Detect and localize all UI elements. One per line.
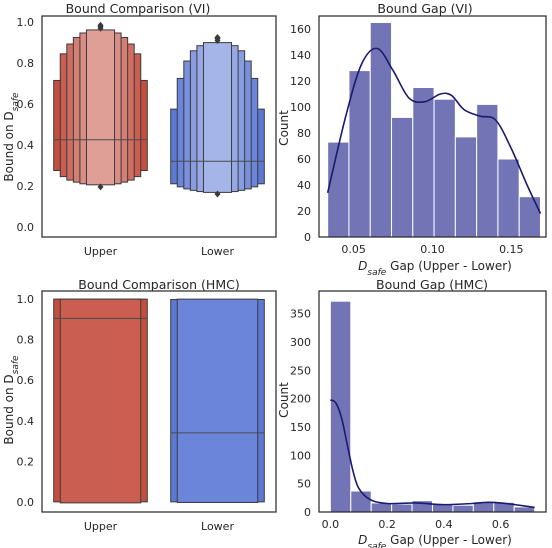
y-tick-label: 80 [297,127,311,140]
x-tick-label: Upper [84,520,118,533]
y-axis-label: Bound on Dsafe [2,355,21,445]
y-axis-label: Count [277,110,291,146]
histogram-bar [391,116,414,238]
y-tick-label: 140 [290,49,311,62]
panel-bound-comparison-hmc: Bound Comparison (HMC) Bound on Dsafe 0.… [2,277,277,533]
outlier-point [97,183,104,191]
y-axis-label-sub: safe [11,92,21,111]
y-tick-label: 200 [290,393,311,406]
y-tick-label: 0.2 [17,455,35,468]
y-tick-label: 0.6 [17,374,35,387]
x-tick-label: 0.15 [499,243,524,256]
y-tick-label: 1.0 [17,16,35,29]
outlier-point [214,33,221,41]
y-axis-label-main: Bound on D [2,374,16,444]
y-tick-label: 0 [304,231,311,244]
x-tick-label: 0.2 [378,518,396,531]
histogram-bar [433,98,456,238]
y-tick-label: 0.8 [17,334,35,347]
y-tick-label: 40 [297,179,311,192]
y-tick-label: 0.4 [17,139,35,152]
plot-frame [318,15,547,238]
y-tick-label: 0 [304,506,311,519]
y-tick-label: 120 [290,75,311,88]
y-tick-label: 160 [290,23,311,36]
y-tick-label: 300 [290,336,311,349]
boxen-box [85,29,116,186]
y-axis-label-main: Bound on D [2,111,16,181]
y-axis-label: Count [277,382,291,418]
boxen-box [202,42,233,193]
histogram-bar [476,103,499,238]
x-axis-label-rest: Gap (Upper - Lower) [386,533,512,547]
y-tick-label: 150 [290,421,311,434]
y-tick-label: 60 [297,153,311,166]
histogram-bar [454,136,478,238]
panel-bound-comparison-vi: Bound Comparison (VI) Bound on Dsafe 0.0… [2,1,277,258]
y-tick-label: 350 [290,308,311,321]
histogram-bar [329,300,352,513]
x-axis-label-sub: safe [367,542,386,548]
histogram-bar [497,158,520,238]
plot-frame [318,290,547,513]
panel-title: Bound Gap (HMC) [376,277,488,292]
y-tick-label: 20 [297,205,311,218]
histogram-bar [369,22,393,238]
panel-title: Bound Comparison (HMC) [78,277,239,292]
histogram-bar [452,504,474,513]
x-tick-label: 0.0 [322,518,340,531]
histogram-bar [327,141,350,238]
histogram-bar [348,70,371,238]
histogram-bar [391,503,413,513]
x-tick-label: 0.10 [420,243,445,256]
plot-frame [41,290,277,513]
y-tick-label: 0.0 [17,496,35,509]
x-tick-label: 0.05 [341,243,366,256]
y-tick-label: 0.2 [17,180,35,193]
outlier-point [97,21,104,29]
y-tick-label: 250 [290,364,311,377]
plot-frame [41,15,277,238]
boxen-box [176,298,259,503]
y-axis-label-sub: safe [11,355,21,374]
panel-title: Bound Gap (VI) [377,1,472,16]
x-tick-label: 0.6 [492,518,510,531]
y-tick-label: 100 [290,101,311,114]
y-tick-label: 0.0 [17,221,35,234]
panel-bound-gap-vi: Bound Gap (VI) Count Dsafe Gap (Upper - … [277,1,547,278]
x-tick-label: Upper [84,245,118,258]
y-axis-label: Bound on Dsafe [2,92,21,182]
x-tick-label: Lower [201,520,234,533]
x-axis-label-main: D [358,259,367,273]
y-tick-label: 1.0 [17,293,35,306]
y-tick-label: 100 [290,449,311,462]
x-tick-label: Lower [201,245,234,258]
boxen-box [59,298,142,504]
x-axis-label: Dsafe Gap (Upper - Lower) [358,259,512,278]
panel-bound-gap-hmc: Bound Gap (HMC) Count Dsafe Gap (Upper -… [277,277,547,548]
kde-curve [329,399,535,509]
histogram-bar [412,87,435,238]
x-tick-label: 0.4 [435,518,453,531]
histogram-bar [518,196,541,238]
y-tick-label: 0.6 [17,98,35,111]
x-axis-label: Dsafe Gap (Upper - Lower) [358,533,512,548]
x-axis-label-rest: Gap (Upper - Lower) [386,259,512,273]
x-axis-label-main: D [358,533,367,547]
histogram-bar [350,490,372,513]
x-axis-label-sub: safe [367,268,386,278]
kde-curve [326,47,542,214]
y-tick-label: 50 [297,478,311,491]
outlier-point [214,190,221,198]
y-tick-label: 0.8 [17,57,35,70]
y-tick-label: 0.4 [17,415,35,428]
panel-title: Bound Comparison (VI) [66,1,211,16]
